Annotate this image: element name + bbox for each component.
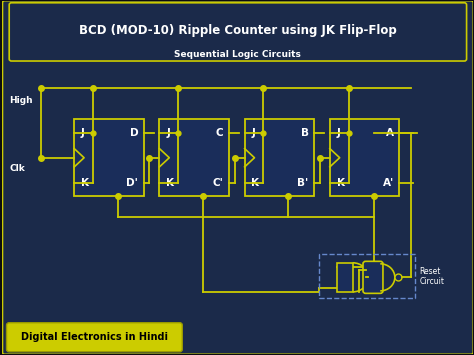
Text: Reset
Circuit: Reset Circuit — [419, 267, 445, 286]
Text: D: D — [130, 127, 138, 138]
Text: K: K — [81, 178, 89, 188]
Text: K: K — [251, 178, 259, 188]
FancyBboxPatch shape — [9, 3, 466, 61]
Text: Sequential Logic Circuits: Sequential Logic Circuits — [174, 50, 301, 59]
Text: J: J — [81, 127, 85, 138]
Bar — [245, 119, 314, 196]
Text: D': D' — [127, 178, 138, 188]
Text: K: K — [166, 178, 174, 188]
FancyBboxPatch shape — [363, 261, 383, 293]
Text: Clk: Clk — [9, 164, 25, 173]
Text: B: B — [301, 127, 309, 138]
Bar — [330, 119, 399, 196]
Text: C: C — [216, 127, 224, 138]
Text: BCD (MOD-10) Ripple Counter using JK Flip-Flop: BCD (MOD-10) Ripple Counter using JK Fli… — [79, 24, 397, 37]
FancyBboxPatch shape — [7, 323, 182, 352]
Text: A: A — [386, 127, 394, 138]
Text: B': B' — [298, 178, 309, 188]
Text: J: J — [251, 127, 255, 138]
Text: Digital Electronics in Hindi: Digital Electronics in Hindi — [21, 332, 168, 342]
Text: J: J — [337, 127, 340, 138]
Text: A': A' — [383, 178, 394, 188]
Bar — [74, 119, 144, 196]
Bar — [319, 255, 415, 298]
Text: J: J — [166, 127, 170, 138]
Text: C': C' — [213, 178, 224, 188]
Bar — [337, 263, 353, 292]
Bar — [159, 119, 229, 196]
Text: High: High — [9, 96, 33, 105]
Text: K: K — [337, 178, 345, 188]
